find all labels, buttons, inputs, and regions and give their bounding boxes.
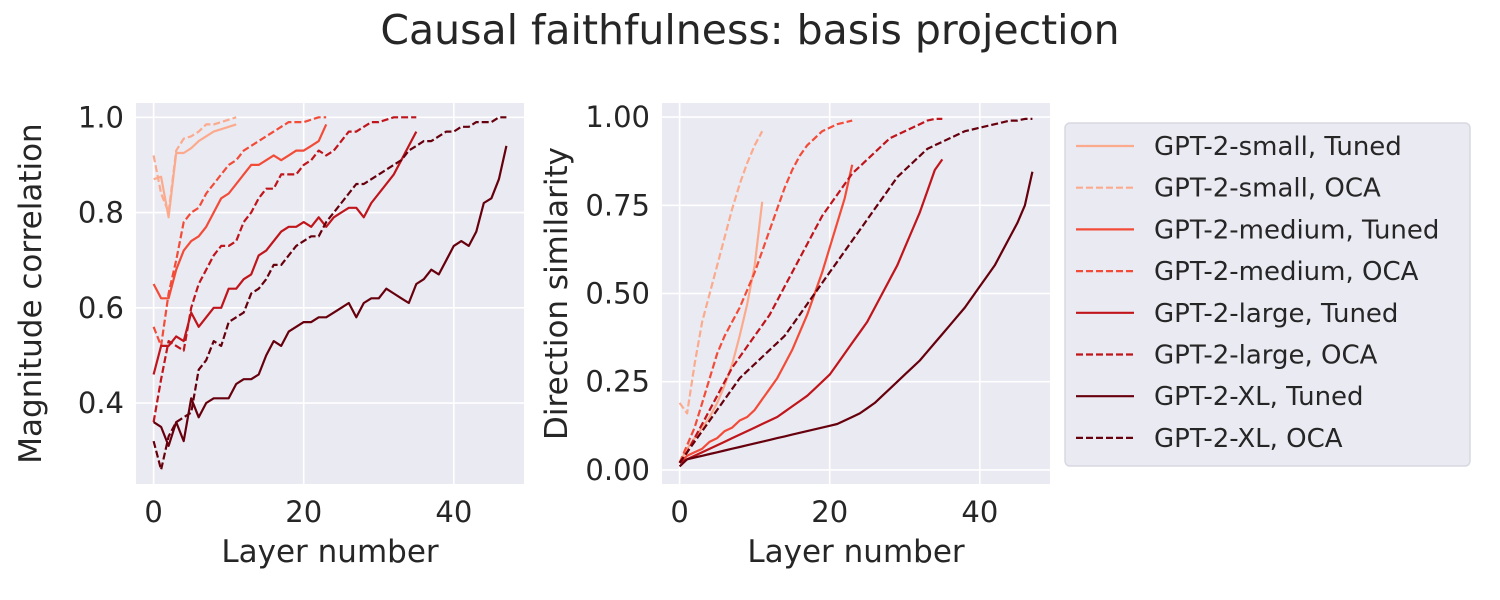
y-axis-label: Magnitude correlation [13, 123, 49, 463]
legend: GPT-2-small, Tuned GPT-2-small, OCA GPT-2-… [1064, 122, 1471, 467]
legend-label-gpt-2-medium-tuned: GPT-2-medium, Tuned [1154, 215, 1439, 245]
y-tick-label: 0.00 [585, 453, 650, 487]
x-tick-label: 20 [285, 495, 322, 529]
x-tick-label: 40 [435, 495, 472, 529]
y-tick-label: 0.4 [78, 386, 124, 420]
y-axis-label: Direction similarity [539, 147, 575, 440]
x-tick-label: 20 [811, 495, 848, 529]
magnitude-correlation-panel: 0 20 40 0.4 0.6 0.8 1.0 Layer number Magnitude c… [13, 100, 524, 570]
series-line-gpt-2-large-tuned [152, 131, 418, 375]
series-line-gpt-2-medium-tuned [152, 123, 328, 300]
legend-label-gpt-2-large-oca: GPT-2-large, OCA [1154, 341, 1378, 371]
y-tick-label: 0.75 [585, 188, 650, 222]
series-line-gpt-2-xl-tuned [153, 145, 508, 447]
y-tick-label: 0.6 [78, 291, 124, 325]
legend-label-gpt-2-xl-oca: GPT-2-XL, OCA [1154, 424, 1343, 454]
x-axis-label: Layer number [221, 534, 439, 570]
series-line-gpt-2-large-oca [152, 116, 417, 423]
plot-area [136, 103, 524, 484]
y-tick-label: 0.50 [585, 277, 650, 311]
y-tick-label: 0.25 [585, 365, 650, 399]
series-line-gpt-2-large-tuned [679, 158, 944, 464]
x-tick-label: 40 [961, 495, 998, 529]
series-line-gpt-2-xl-tuned [678, 171, 1034, 468]
legend-label-gpt-2-xl-tuned: GPT-2-XL, Tuned [1154, 382, 1364, 412]
series-line-gpt-2-medium-oca [152, 116, 327, 347]
x-tick-label: 0 [144, 495, 162, 529]
legend-label-gpt-2-small-oca: GPT-2-small, OCA [1154, 174, 1381, 204]
y-tick-label: 1.0 [78, 100, 124, 134]
y-tick-label: 0.8 [78, 196, 124, 230]
series-line-gpt-2-medium-oca [678, 119, 853, 464]
x-axis-label: Layer number [747, 534, 965, 570]
series-line-gpt-2-xl-oca [152, 116, 507, 471]
series-line-gpt-2-large-oca [678, 117, 943, 464]
x-tick-label: 0 [670, 495, 688, 529]
direction-similarity-panel: 0 20 40 0.00 0.25 0.50 0.75 1.00 Layer number Dir… [539, 100, 1050, 570]
y-tick-label: 1.00 [585, 100, 650, 134]
legend-label-gpt-2-medium-oca: GPT-2-medium, OCA [1154, 257, 1419, 287]
figure-title: Causal faithfulness: basis projection [380, 6, 1120, 54]
series-line-gpt-2-small-oca [152, 116, 237, 214]
series-line-gpt-2-xl-oca [678, 117, 1033, 464]
series-line-gpt-2-medium-tuned [678, 164, 854, 464]
series-line-gpt-2-small-oca [678, 130, 764, 415]
legend-frame [1064, 122, 1471, 467]
legend-label-gpt-2-small-tuned: GPT-2-small, Tuned [1154, 132, 1402, 162]
legend-label-gpt-2-large-tuned: GPT-2-large, Tuned [1154, 299, 1398, 329]
